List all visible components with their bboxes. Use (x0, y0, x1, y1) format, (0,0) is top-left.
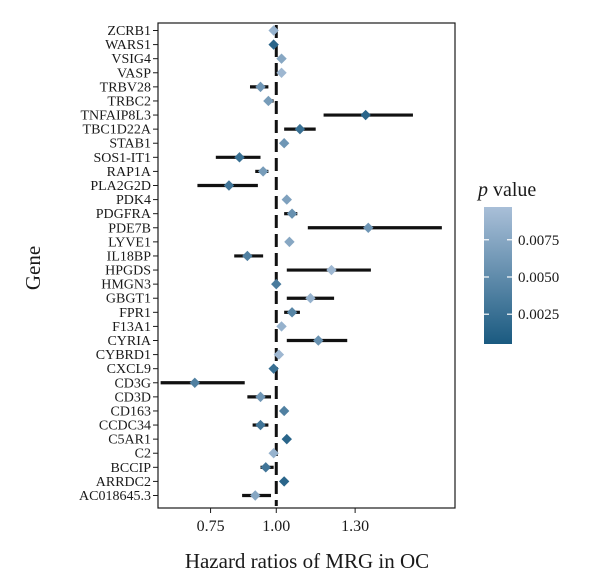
gene-label: CCDC34 (99, 419, 151, 434)
hr-point (326, 264, 337, 276)
gene-label: PDK4 (116, 193, 151, 208)
gene-label: CD3G (114, 376, 151, 391)
gene-label: IL18BP (107, 249, 152, 264)
gene-label: STAB1 (109, 137, 151, 152)
gene-label: SOS1-IT1 (93, 151, 151, 166)
hr-point (223, 180, 235, 191)
legend-title: p value (476, 179, 536, 201)
x-tick-label: 1.00 (262, 518, 290, 535)
legend-tick-label: 0.0075 (518, 233, 559, 249)
hr-point (281, 194, 292, 205)
hr-point (286, 208, 298, 219)
hr-point (276, 53, 287, 64)
hr-point (260, 462, 271, 473)
gene-label: AC018645.3 (79, 489, 151, 504)
gene-labels: ZCRB1WARS1VSIG4VASPTRBV28TRBC2TNFAIP8L3T… (79, 24, 158, 504)
legend-title-rest: value (488, 179, 536, 201)
gene-label: WARS1 (105, 38, 151, 53)
hr-point (286, 307, 298, 318)
hr-point (281, 433, 292, 445)
gene-label: RAP1A (107, 165, 152, 180)
hr-point (268, 25, 279, 36)
hr-point (278, 138, 290, 149)
hr-point (263, 95, 274, 107)
hr-point (257, 166, 269, 177)
hr-point (242, 250, 253, 262)
gene-label: CYRIA (107, 334, 151, 349)
gene-label: VASP (117, 66, 151, 81)
hr-point (268, 448, 279, 459)
gene-label: TRBC2 (107, 94, 151, 109)
hr-point (189, 377, 200, 388)
hr-point (268, 363, 279, 374)
gene-label: VSIG4 (111, 52, 151, 67)
x-tick-label: 1.30 (341, 518, 369, 535)
gene-label: PLA2G2D (90, 179, 151, 194)
hr-point (305, 293, 316, 304)
gene-label: CYBRD1 (96, 348, 151, 363)
gene-label: BCCIP (111, 461, 152, 476)
gene-label: TRBV28 (100, 80, 151, 95)
gene-label: TBC1D22A (83, 123, 152, 138)
legend-color-bar (484, 207, 512, 344)
hr-point (273, 349, 285, 360)
hr-point (250, 490, 261, 501)
hr-point (255, 419, 266, 431)
hr-point (276, 321, 287, 332)
gene-label: TNFAIP8L3 (80, 109, 151, 124)
gene-label: GBGT1 (106, 292, 151, 307)
hr-point (360, 109, 371, 121)
x-tick-label: 0.75 (197, 518, 225, 535)
gene-label: PDGFRA (96, 207, 152, 222)
color-legend: p value 0.0025 0.0050 0.0075 (476, 179, 559, 344)
gene-label: ZCRB1 (107, 24, 151, 39)
gene-label: CD3D (114, 390, 151, 405)
hr-point (268, 39, 279, 50)
legend-ticks: 0.0025 0.0050 0.0075 (484, 233, 559, 323)
gene-label: ARRDC2 (96, 475, 151, 490)
gene-label: FPR1 (119, 306, 151, 321)
x-axis-title: Hazard ratios of MRG in OC (185, 549, 429, 573)
hr-point (255, 81, 266, 93)
gene-label: C5AR1 (108, 433, 151, 448)
rows-layer (160, 25, 442, 501)
legend-tick-label: 0.0050 (518, 270, 559, 286)
hr-point (278, 476, 290, 487)
y-axis-title: Gene (21, 246, 45, 290)
gene-label: PDE7B (108, 221, 151, 236)
hr-point (276, 67, 287, 78)
legend-tick-label: 0.0025 (518, 307, 559, 323)
gene-label: C2 (135, 447, 151, 462)
hr-point (278, 405, 290, 417)
gene-label: HPGDS (105, 264, 151, 279)
hr-point (294, 123, 306, 135)
gene-label: LYVE1 (108, 235, 151, 250)
legend-title-p: p (476, 179, 488, 201)
hr-point (271, 278, 282, 290)
gene-label: HMGN3 (101, 278, 151, 293)
hr-point (234, 152, 245, 163)
gene-label: F13A1 (112, 320, 151, 335)
plot-frame (157, 22, 456, 509)
hr-point (313, 335, 324, 346)
gene-label: CXCL9 (107, 362, 151, 377)
hr-point (284, 236, 295, 248)
gene-label: CD163 (111, 404, 151, 419)
x-axis: 0.75 1.00 1.30 (197, 508, 369, 535)
hr-point (363, 222, 374, 233)
hr-point (255, 391, 266, 403)
